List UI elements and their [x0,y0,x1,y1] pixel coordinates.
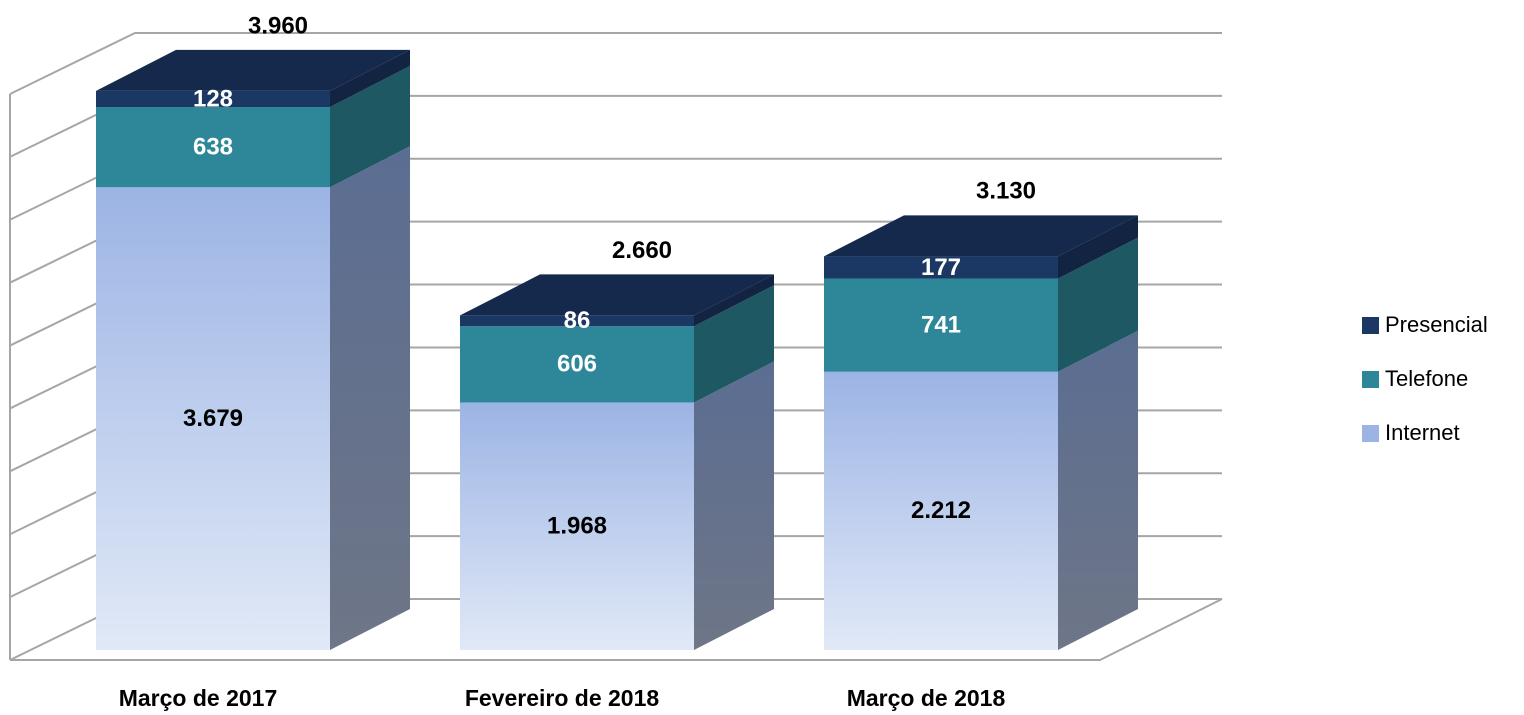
x-tick-label: Fevereiro de 2018 [465,685,660,711]
bar-top [824,215,1138,257]
bar-segment [460,326,694,403]
floor-edge [10,598,1223,661]
bar-top [460,274,774,316]
bar-side [1058,215,1138,279]
legend-label: Presencial [1385,312,1488,337]
data-label: 606 [557,351,597,378]
bar-top [96,49,410,91]
data-label: 741 [921,312,961,339]
data-label: 177 [921,254,961,281]
bar-segment [824,278,1058,372]
total-label: 3.960 [248,12,308,39]
data-label: 128 [193,85,233,112]
bar-side [694,285,774,403]
total-label: 2.660 [612,237,672,264]
x-tick-label: Março de 2017 [119,685,278,711]
bar-side [330,49,410,108]
bar-segment [824,371,1058,650]
bar-segment [460,402,694,650]
bar-side [694,274,774,327]
bar-side [694,361,774,650]
bar-side [1058,330,1138,650]
data-label: 638 [193,133,233,160]
bar-segment [96,107,330,188]
legend-swatch [1362,371,1379,388]
bar-side [1058,237,1138,372]
legend-label: Telefone [1385,366,1468,391]
data-label: 1.968 [547,513,607,540]
data-label: 2.212 [911,497,971,524]
bar-side [330,66,410,188]
bar-segment [96,90,330,108]
bar-side [330,146,410,650]
bar-segment [96,187,330,650]
data-label: 86 [564,307,591,334]
legend-label: Internet [1385,420,1460,445]
x-tick-label: Março de 2018 [847,685,1006,711]
bar-segment [460,315,694,327]
bar-segment [824,256,1058,279]
total-label: 3.130 [976,178,1036,205]
legend-swatch [1362,425,1379,442]
legend-swatch [1362,317,1379,334]
data-label: 3.679 [183,405,243,432]
grid-line [9,32,1222,95]
